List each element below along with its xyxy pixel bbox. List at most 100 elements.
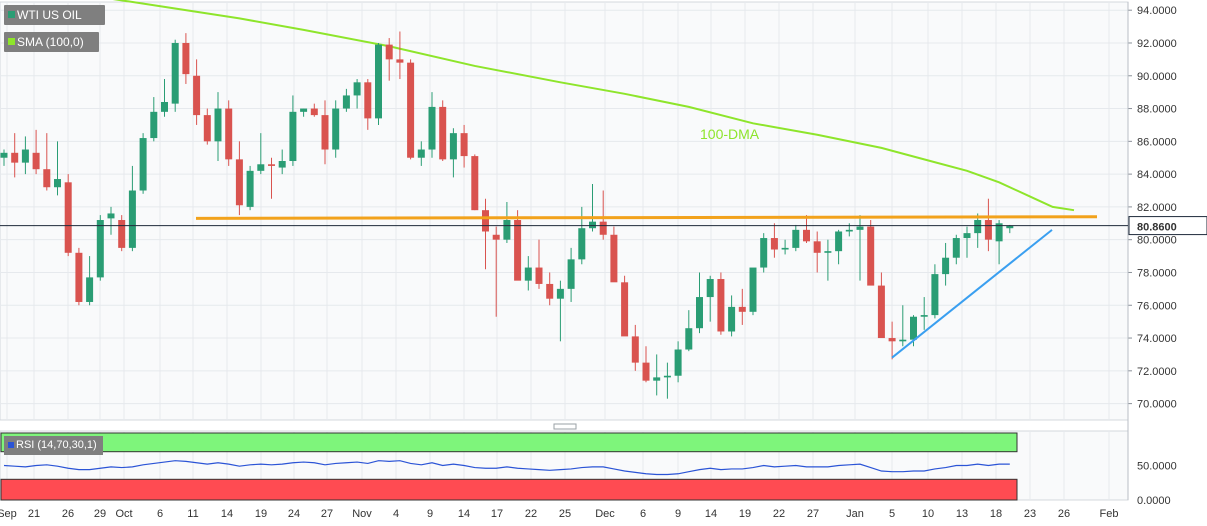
candle-body (696, 297, 703, 329)
candle-body (353, 82, 361, 96)
sma-badge: SMA (100,0) (4, 32, 99, 52)
candle-body (43, 169, 51, 188)
y-tick-label: 78.0000 (1137, 267, 1177, 279)
candle-body (214, 108, 222, 142)
y-tick-label: 80.0000 (1137, 235, 1177, 247)
x-tick-label: 26 (62, 508, 74, 520)
candle-body (396, 59, 404, 63)
x-tick-label: 17 (491, 508, 503, 520)
rsi-oversold-band (0, 478, 1018, 501)
candle-body (824, 251, 832, 253)
x-tick-label: 23 (1024, 508, 1036, 520)
candle-body (567, 259, 575, 289)
candle-body (931, 274, 939, 316)
current-price-marker (1128, 216, 1207, 236)
candle-body (995, 223, 1003, 242)
candle-body (749, 267, 757, 312)
symbol-swatch (8, 11, 15, 18)
sma-line (112, 0, 1075, 212)
candle-body (589, 221, 596, 229)
candle-body (482, 210, 489, 232)
x-tick-label: 27 (807, 508, 819, 520)
candle-body (867, 226, 875, 286)
candle-body (781, 247, 789, 250)
candle-body (803, 229, 810, 242)
candle-body (86, 277, 94, 302)
price-panel-bg (0, 1, 1129, 421)
y-tick-label: 92.0000 (1137, 38, 1177, 50)
x-tick-label: 11 (187, 508, 198, 520)
candle-body (835, 231, 843, 252)
candle-body (54, 179, 61, 188)
x-tick-label: 6 (157, 508, 163, 520)
candle-body (0, 152, 8, 158)
candle-body (717, 279, 725, 332)
x-tick-label: Nov (352, 508, 372, 520)
candle-body (171, 42, 179, 104)
candle-body (610, 234, 618, 283)
x-tick-label: 27 (321, 508, 333, 520)
y-tick-label: 82.0000 (1137, 202, 1177, 214)
x-tick-label: 25 (559, 508, 571, 520)
candle-body (375, 44, 382, 119)
candle-body (32, 152, 40, 170)
resistance-line (195, 215, 1098, 220)
x-tick-label: 19 (739, 508, 751, 520)
x-tick-label: 10 (922, 508, 934, 520)
rsi-overbought-band (0, 432, 1018, 453)
candle-body (738, 306, 746, 312)
x-tick-label: 4 (393, 508, 399, 520)
current-price-label: 80.8600 (1137, 222, 1177, 234)
candle-body (107, 213, 115, 219)
candle-body (706, 279, 714, 298)
rsi-y-tick-label: 50.0000 (1137, 461, 1177, 473)
candle-body (203, 115, 211, 142)
x-tick-label: 24 (288, 508, 300, 520)
candle-body (535, 267, 543, 284)
x-tick-label: 22 (773, 508, 785, 520)
x-tick-label: 14 (705, 508, 717, 520)
candle-body (235, 159, 243, 206)
y-tick-label: 94.0000 (1137, 5, 1177, 17)
candle-body (385, 44, 393, 60)
candle-body (599, 221, 607, 235)
candle-body (75, 252, 83, 302)
candle-body (278, 161, 286, 168)
candle-body (417, 149, 425, 158)
candle-body (984, 220, 992, 240)
x-tick-label: 9 (427, 508, 433, 520)
x-tick-label: 29 (94, 508, 106, 520)
candle-body (963, 233, 971, 239)
candle-body (621, 282, 629, 337)
candle-body (321, 115, 329, 150)
candle-body (246, 170, 254, 207)
y-tick-label: 72.0000 (1137, 366, 1177, 378)
y-tick-label: 88.0000 (1137, 104, 1177, 116)
y-tick-label: 70.0000 (1137, 399, 1177, 411)
candle-body (674, 349, 682, 376)
candle-body (845, 229, 853, 232)
x-tick-label: 9 (675, 508, 681, 520)
candle-body (792, 229, 800, 248)
y-tick-label: 90.0000 (1137, 71, 1177, 83)
sma-swatch (8, 38, 15, 45)
candle-body (300, 108, 308, 112)
candle-body (877, 285, 885, 339)
rsi-y-tick-label: 0.0000 (1137, 495, 1171, 507)
candle-body (631, 336, 639, 363)
x-tick-label: 21 (28, 508, 40, 520)
candle-body (685, 328, 693, 350)
candle-body (974, 220, 982, 234)
candle-body (128, 190, 136, 248)
candle-body (728, 306, 736, 332)
x-tick-label: 13 (956, 508, 968, 520)
candle-body (11, 152, 19, 163)
candle-body (760, 238, 768, 268)
candle-body (428, 106, 436, 150)
candle-body (310, 108, 318, 116)
candle-body (21, 149, 29, 163)
y-tick-label: 76.0000 (1137, 300, 1177, 312)
x-tick-label: 26 (1058, 508, 1070, 520)
candle-body (856, 226, 864, 230)
